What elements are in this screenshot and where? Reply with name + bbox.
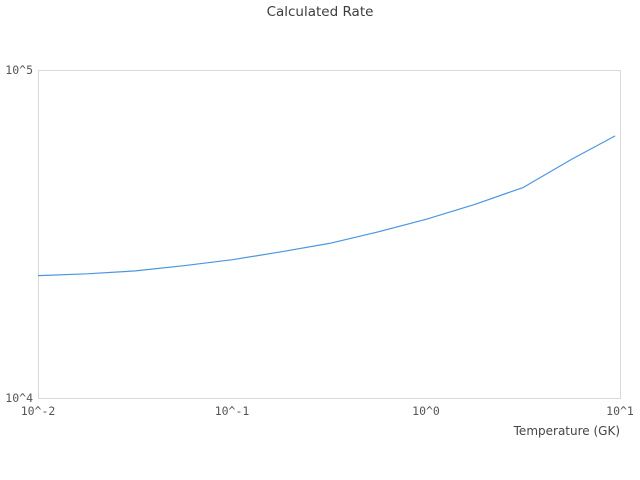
x-tick-1e0: 10^0 [412, 404, 440, 418]
y-tick-1e4: 10^4 [5, 391, 33, 405]
x-axis-label: Temperature (GK) [513, 424, 620, 438]
plot-area [38, 70, 621, 399]
x-tick-1e-1: 10^-1 [214, 404, 250, 418]
rate-line [37, 135, 616, 277]
x-tick-1e-2: 10^-2 [20, 404, 56, 418]
chart-title: Calculated Rate [266, 4, 374, 20]
x-tick-1e1: 10^1 [606, 404, 634, 418]
y-tick-1e5: 10^5 [5, 63, 33, 77]
